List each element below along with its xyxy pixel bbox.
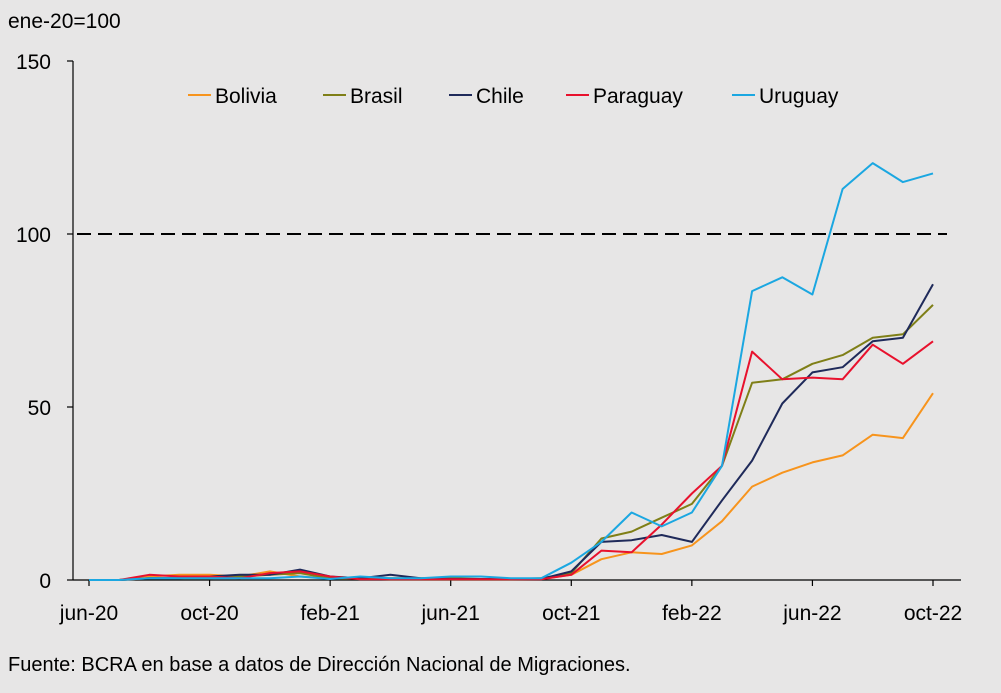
- series-line-bolivia: [89, 392, 934, 581]
- x-tick-label: oct-20: [180, 602, 238, 625]
- y-tick-label: 150: [16, 51, 51, 74]
- x-tick-label: feb-22: [662, 602, 722, 625]
- x-tick-label: jun-20: [59, 602, 118, 625]
- y-tick-label: 50: [28, 397, 51, 420]
- source-note: Fuente: BCRA en base a datos de Direcció…: [8, 654, 631, 676]
- legend-label: Brasil: [350, 85, 403, 108]
- legend-label: Paraguay: [593, 85, 683, 108]
- legend-item-bolivia: Bolivia: [188, 85, 277, 108]
- x-tick-label: oct-22: [904, 602, 962, 625]
- legend-item-paraguay: Paraguay: [566, 85, 683, 108]
- x-tick-label: jun-21: [421, 602, 480, 625]
- x-tick-label: oct-21: [542, 602, 600, 625]
- series-lines: [89, 162, 934, 581]
- legend-label: Chile: [476, 85, 524, 108]
- legend: Bolivia Brasil Chile Paraguay Uruguay: [188, 85, 839, 108]
- legend-label: Uruguay: [759, 85, 839, 108]
- legend-item-uruguay: Uruguay: [732, 85, 839, 108]
- y-tick-label: 100: [16, 224, 51, 247]
- series-line-brasil: [89, 304, 934, 581]
- legend-item-chile: Chile: [449, 85, 524, 108]
- legend-item-brasil: Brasil: [323, 85, 403, 108]
- series-line-chile: [89, 283, 934, 581]
- x-tick-label: feb-21: [300, 602, 360, 625]
- chart-axes: 0 50 100 150 jun-20 oct-20 feb-21 jun-21 oct-21 f…: [16, 51, 962, 625]
- series-line-uruguay: [89, 162, 934, 581]
- legend-label: Bolivia: [215, 85, 277, 108]
- series-line-paraguay: [89, 340, 934, 581]
- unit-label: ene-20=100: [8, 10, 121, 33]
- y-tick-label: 0: [39, 570, 51, 593]
- x-tick-label: jun-22: [782, 602, 841, 625]
